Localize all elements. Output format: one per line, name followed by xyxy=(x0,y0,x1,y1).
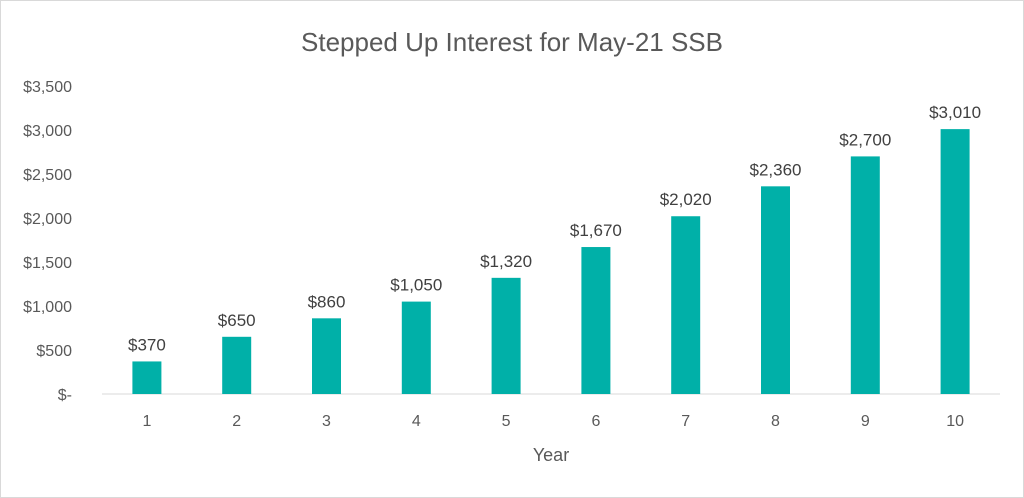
data-label-year-1: $370 xyxy=(128,335,166,354)
bar-year-10 xyxy=(940,129,970,394)
y-tick-label: $- xyxy=(58,387,72,404)
data-labels: $370 $650 $860 $1,050 $1,320 $1,670 $2,020 $2,3… xyxy=(128,103,981,354)
x-tick-label: 1 xyxy=(142,413,151,430)
bar-year-2 xyxy=(222,336,252,394)
y-tick-label: $2,000 xyxy=(23,211,72,228)
x-axis-ticks: 1 2 3 4 5 6 7 8 9 10 xyxy=(142,413,964,430)
x-tick-label: 7 xyxy=(681,413,690,430)
data-label-year-2: $650 xyxy=(218,311,256,330)
y-tick-label: $3,000 xyxy=(23,123,72,140)
data-label-year-7: $2,020 xyxy=(660,190,712,209)
bar-year-1 xyxy=(132,361,162,394)
data-label-year-5: $1,320 xyxy=(480,252,532,271)
y-tick-label: $2,500 xyxy=(23,167,72,184)
bar-year-4 xyxy=(401,301,431,394)
x-tick-label: 10 xyxy=(946,413,964,430)
y-tick-label: $3,500 xyxy=(23,79,72,96)
bar-year-9 xyxy=(850,156,880,394)
x-tick-label: 8 xyxy=(771,413,780,430)
x-tick-label: 4 xyxy=(412,413,421,430)
x-axis-title: Year xyxy=(533,445,569,465)
x-tick-label: 2 xyxy=(232,413,241,430)
data-label-year-4: $1,050 xyxy=(390,276,442,295)
chart-title: Stepped Up Interest for May-21 SSB xyxy=(301,27,723,57)
bar-year-5 xyxy=(491,277,521,394)
y-tick-label: $1,500 xyxy=(23,255,72,272)
y-axis-ticks: $- $500 $1,000 $1,500 $2,000 $2,500 $3,000 $3,5… xyxy=(23,79,72,404)
bar-year-3 xyxy=(312,318,341,394)
data-label-year-10: $3,010 xyxy=(929,103,981,122)
data-label-year-3: $860 xyxy=(308,292,346,311)
data-label-year-6: $1,670 xyxy=(570,221,622,240)
data-label-year-8: $2,360 xyxy=(750,160,802,179)
y-tick-label: $500 xyxy=(36,343,72,360)
y-tick-label: $1,000 xyxy=(23,299,72,316)
data-label-year-9: $2,700 xyxy=(839,130,891,149)
x-tick-label: 3 xyxy=(322,413,331,430)
x-tick-label: 6 xyxy=(591,413,600,430)
x-tick-label: 5 xyxy=(502,413,511,430)
bar-year-8 xyxy=(761,186,790,394)
bar-series xyxy=(132,129,970,394)
bar-year-6 xyxy=(581,247,611,394)
bar-year-7 xyxy=(671,216,701,394)
x-tick-label: 9 xyxy=(861,413,870,430)
